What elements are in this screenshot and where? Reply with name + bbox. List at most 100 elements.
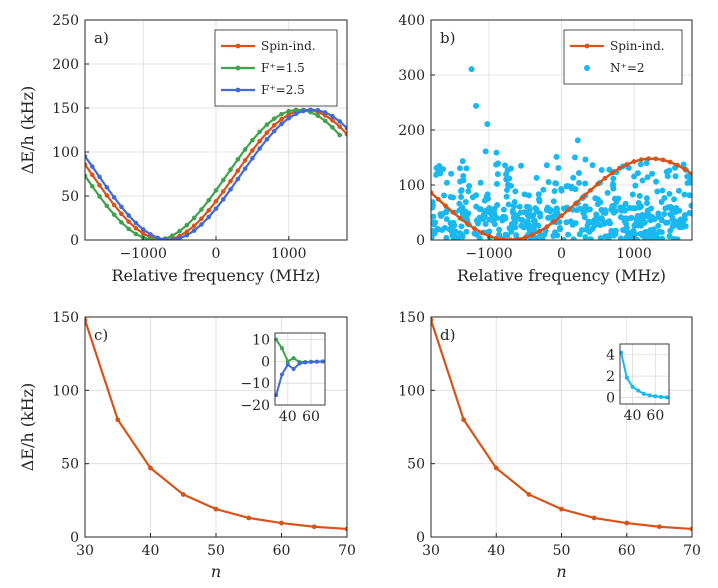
scatter-point <box>544 204 551 211</box>
scatter-point <box>432 219 439 226</box>
scatter-point <box>493 161 500 168</box>
scatter-point <box>644 207 651 214</box>
scatter-point <box>570 174 577 181</box>
scatter-point <box>481 197 488 204</box>
data-point <box>344 526 347 532</box>
inset-data-point <box>279 346 284 351</box>
scatter-point <box>506 175 513 182</box>
y-tick-label: 0 <box>70 530 79 546</box>
scatter-point <box>431 213 437 220</box>
scatter-point <box>589 162 596 169</box>
inset-data-point <box>279 372 284 377</box>
scatter-point <box>593 217 600 224</box>
data-point <box>242 158 248 163</box>
data-point <box>279 111 284 117</box>
data-point <box>85 317 88 323</box>
inset-y-tick-label: 4 <box>606 348 615 364</box>
scatter-point <box>533 208 540 215</box>
data-point <box>148 237 153 240</box>
y-tick-label: 400 <box>398 13 425 29</box>
scatter-point <box>462 208 469 215</box>
scatter-point <box>476 235 483 240</box>
inset-data-point <box>653 394 658 399</box>
x-tick-label: 70 <box>683 543 701 559</box>
y-tick-label: 250 <box>52 13 79 29</box>
legend-label: F⁺=2.5 <box>261 83 305 97</box>
data-point <box>162 237 168 240</box>
scatter-point <box>524 212 531 219</box>
scatter-point <box>617 235 624 240</box>
x-tick-label: 60 <box>273 543 291 559</box>
scatter-point <box>505 181 512 188</box>
scatter-point <box>632 182 639 189</box>
inset-y-tick-label: 0 <box>606 391 615 407</box>
inset-x-tick-label: 60 <box>646 408 664 424</box>
scatter-point <box>640 213 647 220</box>
data-point <box>479 230 485 235</box>
data-point <box>242 147 248 152</box>
scatter-point <box>688 210 692 217</box>
data-point <box>126 213 131 218</box>
data-point <box>206 208 212 213</box>
scatter-point <box>617 214 624 221</box>
data-point <box>279 520 284 526</box>
scatter-point <box>637 161 644 168</box>
scatter-point <box>598 206 605 213</box>
data-point <box>544 224 550 229</box>
scatter-point <box>598 216 605 223</box>
data-point <box>311 524 317 530</box>
data-point <box>631 159 637 164</box>
y-tick-label: 0 <box>70 233 79 249</box>
y-tick-label: 50 <box>61 189 79 205</box>
scatter-point <box>505 201 512 208</box>
data-point <box>242 166 248 171</box>
inset-data-point <box>320 359 325 364</box>
inset-background <box>275 333 325 405</box>
scatter-point <box>433 164 440 171</box>
y-tick-label: 50 <box>407 457 425 473</box>
scatter-point <box>636 204 643 211</box>
scatter-point <box>653 178 660 185</box>
scatter-point <box>687 175 692 182</box>
data-point <box>660 157 666 163</box>
data-point <box>493 236 499 240</box>
scatter-point <box>553 153 560 160</box>
scatter-point <box>560 236 567 240</box>
data-point <box>431 317 434 323</box>
x-axis-label: n <box>556 562 566 581</box>
data-point <box>257 138 262 144</box>
plot-area <box>85 107 347 240</box>
inset-x-tick-label: 40 <box>624 408 642 424</box>
inset-data-point <box>647 393 652 398</box>
scatter-point <box>655 210 662 217</box>
scatter-point <box>651 216 658 223</box>
data-point <box>337 124 343 129</box>
data-point <box>213 506 219 512</box>
data-point <box>246 515 252 521</box>
data-point <box>250 156 255 161</box>
data-point <box>515 236 521 240</box>
scatter-point <box>571 154 578 161</box>
scatter-point <box>477 179 484 186</box>
scatter-point <box>675 187 682 194</box>
data-point <box>228 178 233 184</box>
data-point <box>111 212 117 217</box>
scatter-point <box>548 214 555 221</box>
scatter-point <box>617 204 624 211</box>
data-point <box>140 227 146 232</box>
data-point <box>119 204 124 210</box>
y-tick-label: 150 <box>398 310 425 326</box>
scatter-point <box>513 232 520 239</box>
scatter-point <box>610 232 617 239</box>
data-point <box>501 237 506 240</box>
inset-data-point <box>309 360 314 365</box>
data-point <box>566 207 572 212</box>
x-tick-label: −1000 <box>120 246 167 262</box>
scatter-point <box>604 233 611 240</box>
scatter-point <box>598 166 605 173</box>
data-point <box>551 219 557 224</box>
scatter-point <box>643 229 650 236</box>
scatter-point <box>661 195 668 202</box>
x-tick-label: 0 <box>557 246 566 262</box>
scatter-point <box>514 212 521 219</box>
